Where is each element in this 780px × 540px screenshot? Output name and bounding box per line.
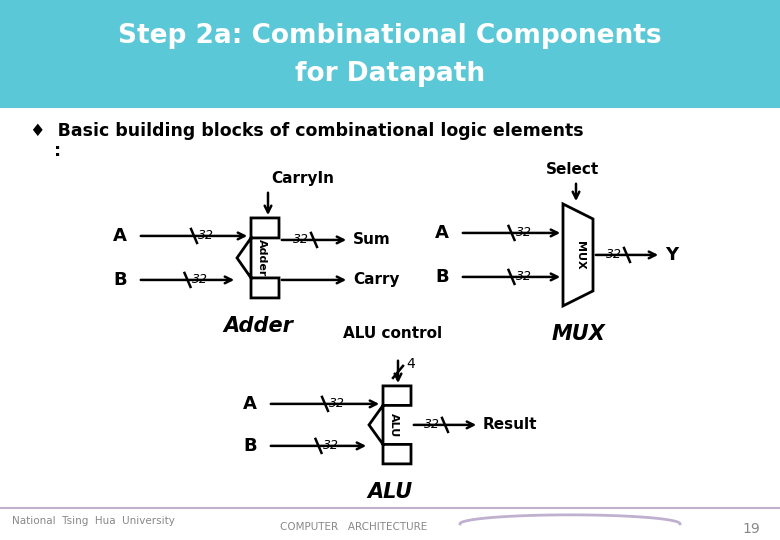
Text: ALU control: ALU control xyxy=(343,326,442,341)
Text: A: A xyxy=(435,224,449,242)
Text: 32: 32 xyxy=(322,440,339,453)
Text: 19: 19 xyxy=(743,522,760,536)
Text: National  Tsing  Hua  University: National Tsing Hua University xyxy=(12,516,175,526)
Text: B: B xyxy=(243,437,257,455)
Text: Sum: Sum xyxy=(353,232,391,247)
Text: MUX: MUX xyxy=(551,324,605,344)
Text: 32: 32 xyxy=(516,226,531,239)
Text: B: B xyxy=(435,268,448,286)
Text: 32: 32 xyxy=(192,273,207,286)
Text: 32: 32 xyxy=(198,230,214,242)
Text: Result: Result xyxy=(483,417,537,433)
Text: CarryIn: CarryIn xyxy=(271,171,334,186)
Text: 32: 32 xyxy=(329,397,345,410)
Text: Select: Select xyxy=(546,162,599,177)
Text: ALU: ALU xyxy=(367,482,413,502)
Text: Carry: Carry xyxy=(353,272,399,287)
Text: Adder: Adder xyxy=(257,239,267,276)
Text: for Datapath: for Datapath xyxy=(295,61,485,87)
Text: B: B xyxy=(113,271,127,289)
Text: Step 2a: Combinational Components: Step 2a: Combinational Components xyxy=(119,23,661,49)
Text: :: : xyxy=(30,142,61,160)
Text: 4: 4 xyxy=(406,357,415,371)
Text: 32: 32 xyxy=(606,248,622,261)
Text: ♦  Basic building blocks of combinational logic elements: ♦ Basic building blocks of combinational… xyxy=(30,122,583,140)
Text: A: A xyxy=(113,227,127,245)
Text: Y: Y xyxy=(665,246,678,264)
Text: 32: 32 xyxy=(424,418,440,431)
Text: ALU: ALU xyxy=(389,413,399,437)
Text: A: A xyxy=(243,395,257,413)
Text: COMPUTER   ARCHITECTURE: COMPUTER ARCHITECTURE xyxy=(280,522,427,532)
Text: 32: 32 xyxy=(293,233,309,246)
Text: MUX: MUX xyxy=(575,241,585,269)
Text: 32: 32 xyxy=(516,271,531,284)
Text: Adder: Adder xyxy=(223,316,293,336)
FancyBboxPatch shape xyxy=(0,0,780,108)
